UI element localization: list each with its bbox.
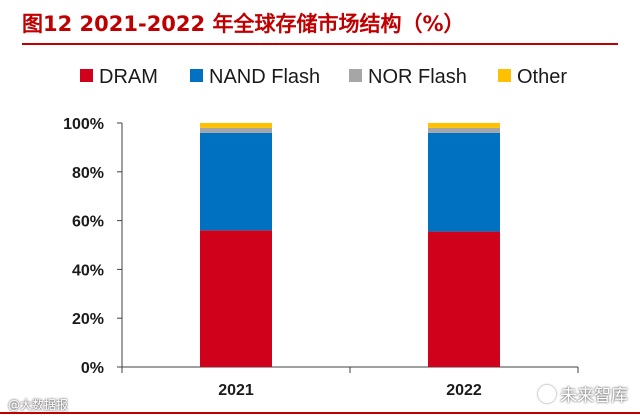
y-tick-label: 0% <box>81 360 104 377</box>
legend-label-nand-flash: NAND Flash <box>209 66 320 88</box>
x-tick-label-2022: 2022 <box>446 382 482 399</box>
watermark-left: @大数据报 <box>8 398 69 412</box>
y-tick-label: 100% <box>63 116 104 133</box>
bar-2022-other <box>428 123 500 128</box>
y-tick-label: 60% <box>72 214 104 231</box>
legend-swatch-dram <box>80 69 93 82</box>
legend: DRAM NAND Flash NOR Flash Other <box>80 66 567 88</box>
legend-swatch-other <box>498 69 511 82</box>
watermark-right-text: 未来智库 <box>560 386 628 406</box>
legend-label-nor-flash: NOR Flash <box>368 66 467 88</box>
watermark-logo-icon <box>538 385 556 403</box>
bar-2022-nor-flash <box>428 127 500 133</box>
chart-title: 图12 2021-2022 年全球存储市场结构（%） <box>22 12 465 36</box>
y-tick-label: 40% <box>72 262 104 279</box>
bar-2022-nand-flash <box>428 132 500 232</box>
y-tick-label: 80% <box>72 165 104 182</box>
watermark-right: 未来智库 <box>538 381 628 406</box>
bar-2021-nand-flash <box>200 132 272 231</box>
bar-2021-dram <box>200 230 272 367</box>
bars <box>200 123 500 367</box>
title-underline <box>22 43 618 45</box>
bar-2021-other <box>200 123 272 128</box>
legend-label-other: Other <box>517 66 567 88</box>
bar-2021-nor-flash <box>200 127 272 133</box>
legend-label-dram: DRAM <box>99 66 158 88</box>
bar-2022-dram <box>428 231 500 367</box>
footer-rule <box>0 412 640 414</box>
legend-swatch-nor-flash <box>349 69 362 82</box>
x-axis: 2021 2022 <box>121 366 579 399</box>
x-tick-label-2021: 2021 <box>218 382 254 399</box>
legend-swatch-nand-flash <box>190 69 203 82</box>
y-tick-label: 20% <box>72 311 104 328</box>
y-axis: 0% 20% 40% 60% 80% 100% <box>63 116 123 377</box>
